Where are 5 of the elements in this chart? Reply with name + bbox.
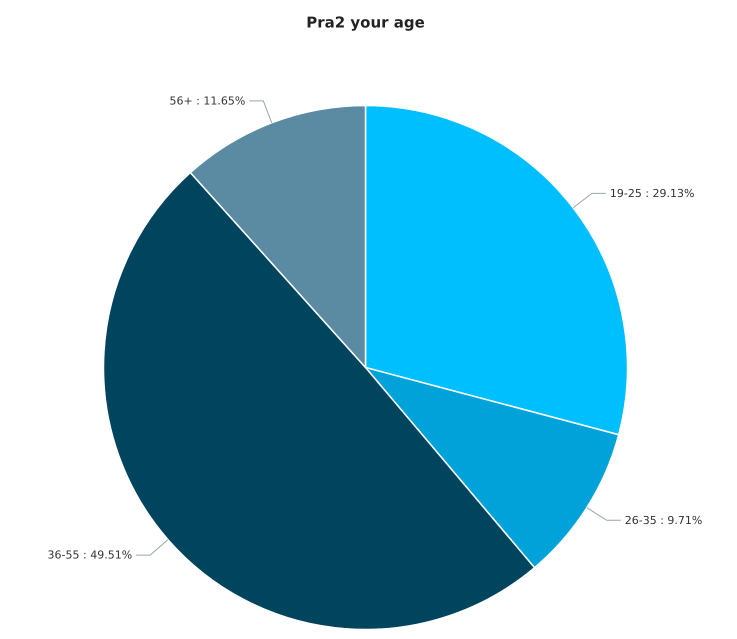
slice-label: 19-25 : 29.13% [610,186,694,200]
chart-title: Pra2 your age [306,14,425,32]
slice-label: 26-35 : 9.71% [624,514,702,527]
slice-label: 36-55 : 49.51% [48,548,132,562]
slice-label: 56+ : 11.65% [169,94,246,108]
